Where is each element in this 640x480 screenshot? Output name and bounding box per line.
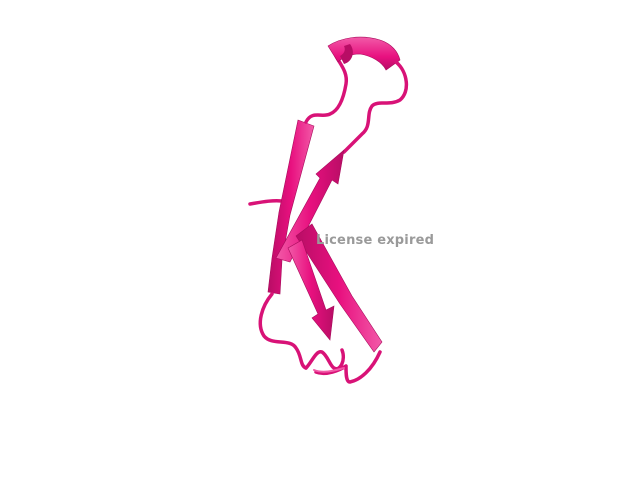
beta-strand-1 xyxy=(267,119,315,295)
alpha-helix-turn xyxy=(340,44,353,64)
alpha-helix xyxy=(327,36,401,71)
license-watermark: License expired xyxy=(316,233,435,248)
loop-to-helix xyxy=(304,54,349,124)
loop-helix-to-strand2 xyxy=(342,60,409,154)
beta-strand-4 xyxy=(287,239,335,341)
loop-bottom-highlight xyxy=(313,367,345,373)
beta-strand-3 xyxy=(295,223,383,353)
loop-bottom xyxy=(304,348,346,371)
loop-bottom-left xyxy=(258,292,308,370)
n-terminal-loop xyxy=(248,199,284,206)
